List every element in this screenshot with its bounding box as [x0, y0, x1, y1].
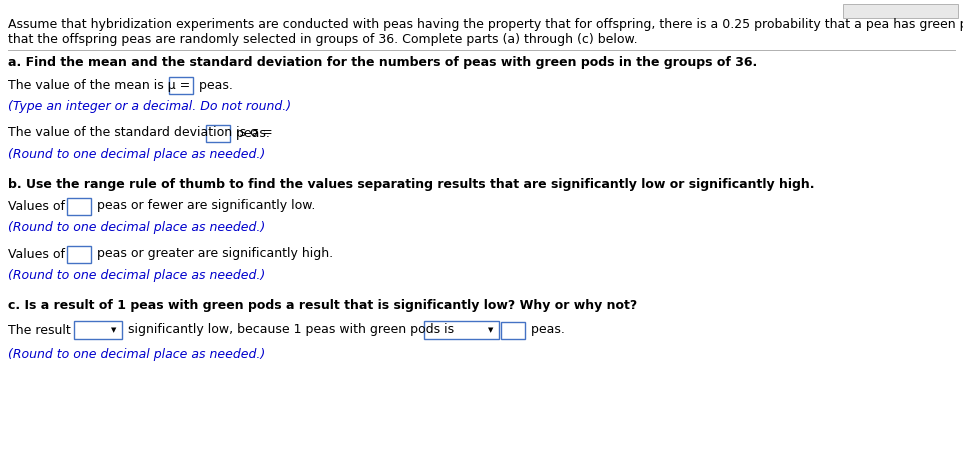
- Text: ▼: ▼: [488, 327, 494, 333]
- Bar: [843, 4, 958, 18]
- Text: peas or fewer are significantly low.: peas or fewer are significantly low.: [93, 199, 315, 212]
- Text: significantly low, because 1 peas with green pods is: significantly low, because 1 peas with g…: [124, 324, 455, 336]
- Text: (Round to one decimal place as needed.): (Round to one decimal place as needed.): [8, 269, 265, 282]
- Text: a. Find the mean and the standard deviation for the numbers of peas with green p: a. Find the mean and the standard deviat…: [8, 56, 757, 69]
- Text: peas.: peas.: [527, 324, 565, 336]
- Text: The result: The result: [8, 324, 70, 336]
- Text: c. Is a result of 1 peas with green pods a result that is significantly low? Why: c. Is a result of 1 peas with green pods…: [8, 299, 638, 312]
- Bar: [424, 321, 499, 339]
- Text: that the offspring peas are randomly selected in groups of 36. Complete parts (a: that the offspring peas are randomly sel…: [8, 33, 638, 46]
- Text: (Type an integer or a decimal. Do not round.): (Type an integer or a decimal. Do not ro…: [8, 100, 291, 113]
- Text: (Round to one decimal place as needed.): (Round to one decimal place as needed.): [8, 148, 265, 161]
- Text: peas.: peas.: [232, 127, 270, 139]
- Text: b. Use the range rule of thumb to find the values separating results that are si: b. Use the range rule of thumb to find t…: [8, 178, 815, 191]
- Text: peas.: peas.: [195, 79, 233, 92]
- Text: peas or greater are significantly high.: peas or greater are significantly high.: [93, 247, 333, 261]
- Bar: [67, 197, 91, 214]
- Bar: [169, 77, 193, 94]
- Bar: [67, 246, 91, 262]
- Text: The value of the mean is μ =: The value of the mean is μ =: [8, 79, 191, 92]
- Text: (Round to one decimal place as needed.): (Round to one decimal place as needed.): [8, 221, 265, 234]
- Text: (Round to one decimal place as needed.): (Round to one decimal place as needed.): [8, 348, 265, 361]
- Bar: [501, 321, 525, 339]
- Text: The value of the standard deviation is σ =: The value of the standard deviation is σ…: [8, 127, 273, 139]
- Bar: [206, 124, 230, 142]
- Text: Values of: Values of: [8, 247, 65, 261]
- Text: Assume that hybridization experiments are conducted with peas having the propert: Assume that hybridization experiments ar…: [8, 18, 963, 31]
- Bar: [74, 321, 122, 339]
- Text: ▼: ▼: [112, 327, 117, 333]
- Text: Values of: Values of: [8, 199, 65, 212]
